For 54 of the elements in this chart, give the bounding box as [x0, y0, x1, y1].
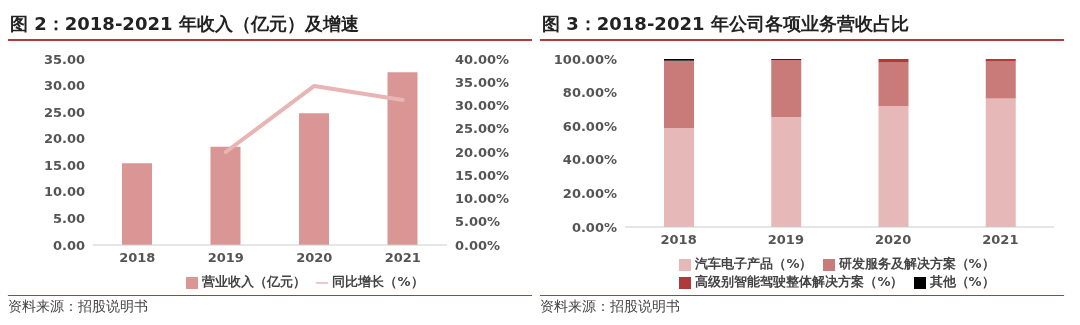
y-tick-label: 10.00 [43, 184, 85, 200]
legend-label: 营业收入（亿元） [202, 274, 307, 289]
x-tick-label: 2018 [660, 232, 697, 248]
bar [664, 60, 694, 128]
y2-tick-label: 20.00% [455, 144, 510, 160]
chart-title: 图 3：2018-2021 年公司各项业务营收占比 [540, 8, 1064, 41]
x-tick-label: 2018 [119, 250, 156, 266]
y-tick-label: 20.00% [562, 186, 617, 202]
bar [985, 98, 1016, 227]
chart-title: 图 2：2018-2021 年收入（亿元）及增速 [8, 8, 532, 41]
bar [771, 59, 802, 117]
y2-tick-label: 10.00% [455, 191, 510, 207]
y-tick-label: 15.00 [43, 157, 85, 173]
y-tick-label: 30.00 [43, 78, 85, 94]
legend-label: 其他（%） [929, 274, 995, 289]
y2-tick-label: 0.00% [455, 237, 501, 253]
bar [664, 127, 694, 227]
x-tick-label: 2020 [875, 232, 912, 248]
y-tick-label: 5.00 [52, 211, 85, 227]
y2-tick-label: 25.00% [455, 121, 510, 137]
legend-label: 汽车电子产品（%） [695, 256, 813, 271]
text: 资料来源：招股说明书 [8, 298, 532, 316]
bar [122, 163, 152, 245]
text: 资料来源：招股说明书 [540, 298, 1064, 316]
y2-tick-label: 15.00% [455, 167, 510, 183]
bar [985, 61, 1016, 99]
y-tick-label: 25.00 [43, 104, 85, 120]
y2-tick-label: 5.00% [455, 214, 501, 230]
y-tick-label: 0.00% [571, 219, 617, 235]
x-tick-label: 2021 [384, 250, 421, 266]
y-tick-label: 100.00% [553, 51, 617, 67]
bar [878, 62, 909, 107]
bar [985, 59, 1016, 62]
y-tick-label: 80.00% [562, 85, 617, 101]
legend-label: 高级别智能驾驶整体解决方案（%） [695, 274, 904, 289]
legend-label: 同比增长（%） [332, 274, 424, 289]
x-tick-label: 2021 [982, 232, 1019, 248]
bar [299, 113, 329, 245]
bar [387, 72, 418, 245]
y-tick-label: 0.00 [52, 237, 85, 253]
bar [878, 106, 909, 227]
y2-tick-label: 35.00% [455, 74, 510, 90]
y-tick-label: 60.00% [562, 118, 617, 134]
legend-label: 研发服务及解决方案（%） [838, 256, 995, 271]
y2-tick-label: 40.00% [455, 51, 510, 67]
x-tick-label: 2019 [767, 232, 804, 248]
y-tick-label: 40.00% [562, 152, 617, 168]
y2-tick-label: 30.00% [455, 98, 510, 114]
x-tick-label: 2019 [207, 250, 244, 266]
x-tick-label: 2020 [296, 250, 333, 266]
bar [771, 116, 802, 227]
y-tick-label: 20.00 [43, 131, 85, 147]
y-tick-label: 35.00 [43, 51, 85, 67]
bar [210, 146, 241, 245]
